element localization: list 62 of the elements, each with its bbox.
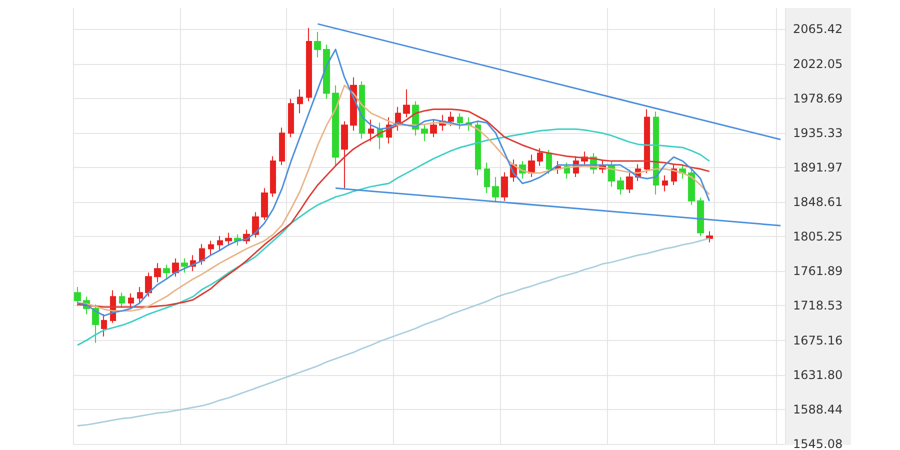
line-series xyxy=(76,128,710,346)
y-tick-label: 2065.42 xyxy=(793,22,843,36)
y-tick-label: 1588.44 xyxy=(793,402,843,416)
candlestick xyxy=(332,84,339,166)
candlestick xyxy=(421,124,428,142)
y-tick-label: 1891.97 xyxy=(793,160,843,174)
candlestick xyxy=(154,262,161,283)
candlestick xyxy=(217,235,223,251)
candlestick xyxy=(74,286,81,307)
candlestick xyxy=(430,119,437,138)
line-series xyxy=(76,238,710,426)
y-tick-label: 1631.80 xyxy=(793,368,843,382)
y-tick-label: 1805.25 xyxy=(793,230,843,244)
candlestick xyxy=(626,172,633,194)
y-tick-label: 1545.08 xyxy=(793,437,843,450)
candlestick xyxy=(137,286,143,304)
candlestick xyxy=(457,112,463,130)
candlestick xyxy=(261,188,268,221)
candlestick xyxy=(145,272,152,298)
candlestick xyxy=(199,243,205,266)
candlestick xyxy=(546,149,552,174)
y-tick-label: 1675.16 xyxy=(793,333,843,348)
y-tick-label: 1978.69 xyxy=(793,91,843,106)
candlestick xyxy=(617,176,624,196)
candlestick xyxy=(288,98,294,138)
y-tick-label: 1761.89 xyxy=(793,264,843,278)
candlestick xyxy=(475,120,481,176)
candlestick xyxy=(270,156,276,198)
candlestick xyxy=(92,304,99,344)
candlestick xyxy=(341,120,348,189)
candlestick xyxy=(279,127,285,166)
candlestick xyxy=(225,232,232,246)
candlestick xyxy=(448,111,454,126)
candlestick xyxy=(528,154,535,178)
candlestick xyxy=(181,258,188,274)
candlestick xyxy=(501,172,508,202)
candlestick xyxy=(314,31,321,58)
line-series xyxy=(76,48,710,316)
y-tick-label: 2022.05 xyxy=(793,56,843,71)
y-tick-label: 1935.33 xyxy=(793,126,843,140)
candlestick xyxy=(492,176,499,204)
candlestick xyxy=(484,162,490,194)
candlestick xyxy=(128,292,134,308)
candlestick xyxy=(252,212,259,238)
candlestick xyxy=(368,119,374,142)
candlestick xyxy=(706,230,713,243)
candlestick xyxy=(697,197,704,236)
y-tick-label: 1718.53 xyxy=(793,298,843,313)
candlestick xyxy=(306,27,312,102)
candlestick xyxy=(297,88,303,114)
candlestick xyxy=(644,108,650,174)
candlestick xyxy=(403,88,410,118)
candlestick xyxy=(119,292,125,308)
candlestick xyxy=(163,264,170,280)
y-tick-label: 1848.61 xyxy=(793,195,843,210)
candlestick xyxy=(688,168,695,206)
candlestick xyxy=(662,174,668,192)
candlestick xyxy=(172,258,179,278)
candlestick xyxy=(101,314,107,337)
candlestick xyxy=(323,44,330,100)
candlestick xyxy=(208,240,214,256)
candlestick xyxy=(537,148,543,166)
